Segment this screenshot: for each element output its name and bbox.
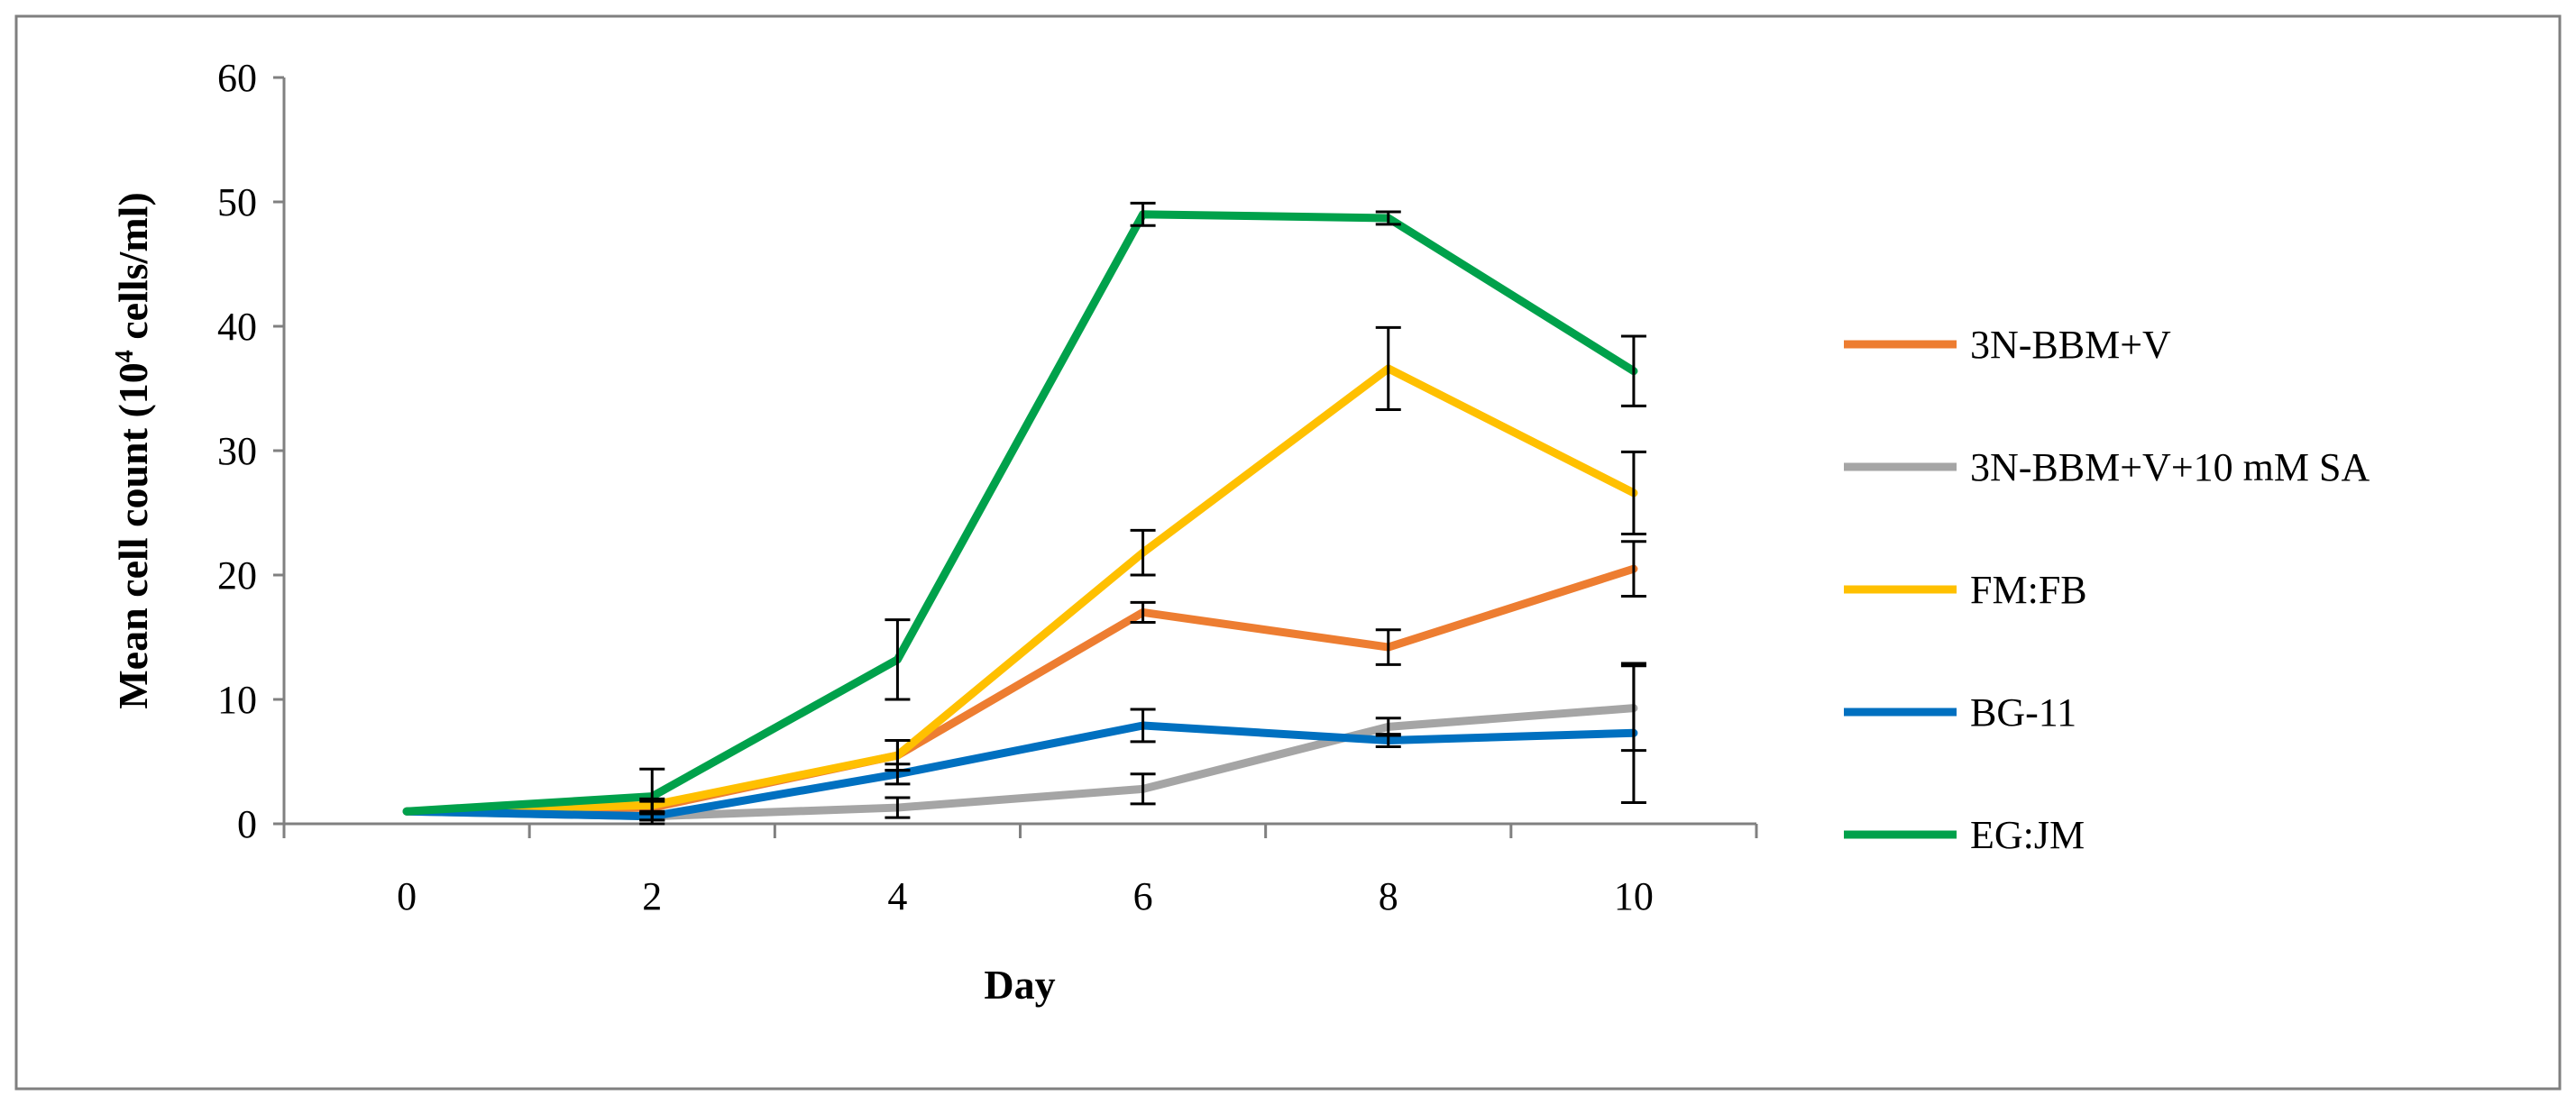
chart-legend: 3N-BBM+V 3N-BBM+V+10 mM SA FM:FB BG-11 EG:JM [1844, 323, 2370, 857]
y-tick-label: 60 [217, 56, 257, 100]
x-tick-label: 4 [887, 874, 907, 918]
error-bar [885, 618, 911, 701]
error-bar [1375, 628, 1401, 666]
error-bar [885, 763, 911, 786]
y-axis-title: Mean cell count (104 cells/ml) [110, 192, 156, 709]
y-tick-label: 20 [217, 553, 257, 598]
x-tick-label: 0 [397, 874, 417, 918]
error-bar [1130, 600, 1156, 624]
y-axis-title-main: Mean cell count (10 [110, 362, 156, 709]
error-bar [1130, 772, 1156, 806]
legend-label: FM:FB [1970, 568, 2087, 612]
y-tick-label: 50 [217, 180, 257, 224]
error-bar [639, 767, 665, 826]
legend-label: EG:JM [1970, 813, 2085, 857]
error-bar [1375, 733, 1401, 748]
legend-item: BG-11 [1844, 690, 2076, 735]
chart-outer-border [14, 14, 2562, 1091]
error-bar [1620, 334, 1646, 407]
y-tick-label: 40 [217, 305, 257, 349]
legend-label: BG-11 [1970, 690, 2076, 735]
x-tick-label: 6 [1133, 874, 1153, 918]
x-axis-ticks: 0 2 4 6 8 10 [282, 824, 1758, 918]
series-line-4 [402, 210, 1638, 816]
error-bar [1130, 708, 1156, 744]
y-tick-label: 30 [217, 429, 257, 473]
x-tick-label: 8 [1379, 874, 1398, 918]
error-bar [1375, 325, 1401, 411]
series-line-3 [402, 721, 1638, 821]
error-bars [639, 201, 1646, 826]
legend-item: EG:JM [1844, 813, 2085, 857]
series-line-2 [402, 364, 1638, 816]
error-bar [1620, 540, 1646, 598]
error-bar [1620, 450, 1646, 535]
error-bar [1620, 662, 1646, 805]
y-tick-label: 0 [237, 802, 257, 846]
y-axis-ticks: 0 10 20 30 40 50 60 [217, 56, 284, 846]
legend-item: 3N-BBM+V+10 mM SA [1844, 445, 2370, 489]
error-bar [1130, 201, 1156, 227]
error-bar [885, 796, 911, 819]
legend-label: 3N-BBM+V+10 mM SA [1970, 445, 2370, 489]
error-bar [1375, 210, 1401, 226]
x-tick-label: 10 [1614, 874, 1654, 918]
series-lines [402, 210, 1638, 821]
y-tick-label: 10 [217, 678, 257, 722]
y-axis-title-superscript: 4 [111, 350, 139, 362]
legend-label: 3N-BBM+V [1970, 323, 2171, 367]
legend-item: 3N-BBM+V [1844, 323, 2171, 367]
error-bar [1130, 528, 1156, 577]
x-tick-label: 2 [642, 874, 662, 918]
legend-item: FM:FB [1844, 568, 2087, 612]
x-axis-title: Day [984, 962, 1055, 1008]
y-axis-title-tail: cells/ml) [110, 192, 156, 350]
